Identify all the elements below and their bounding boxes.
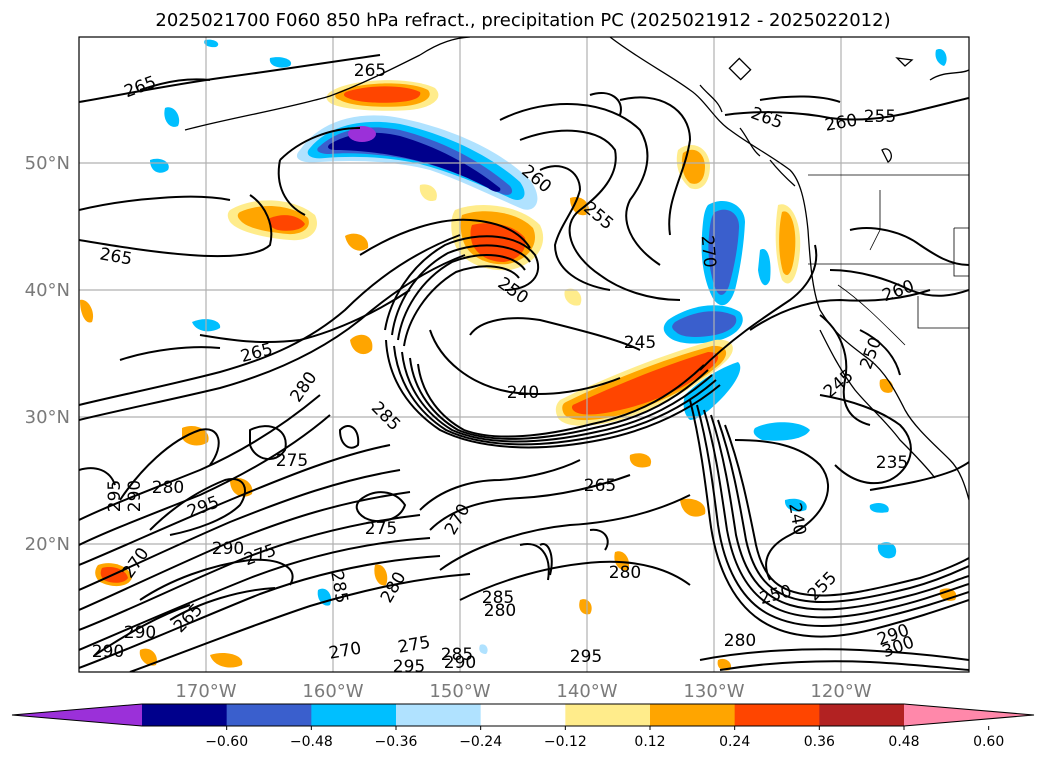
contour-label: 255 [864,107,896,127]
contour-label: 240 [507,383,539,403]
lon-tick-label: 160°W [302,681,363,702]
contour-label: 290 [212,539,244,559]
colorbar-tick-label: −0.12 [544,734,587,750]
colorbar-swatch [480,704,566,726]
lon-tick-label: 130°W [683,681,744,702]
latitude-labels: 50°N 40°N 30°N 20°N [25,153,70,555]
colorbar-tick-label: 0.48 [888,734,919,750]
colorbar-extension-min [12,704,142,726]
contour-label: 280 [609,563,641,583]
map-frame [78,36,970,673]
colorbar-extension-max [904,704,1034,726]
contour-label: 245 [624,333,656,353]
contour-label: 280 [152,478,184,498]
colorbar-swatch [311,704,397,726]
longitude-labels: 170°W 160°W 150°W 140°W 130°W 120°W [175,681,871,702]
lat-tick-label: 30°N [25,407,70,428]
colorbar-tick-label: 0.60 [973,734,1004,750]
lon-tick-label: 120°W [810,681,871,702]
colorbar-swatch [142,704,228,726]
colorbar-tick-label: 0.36 [804,734,835,750]
contour-label: 275 [365,519,397,539]
colorbar-swatch [734,704,820,726]
contour-label: 280 [724,631,756,651]
colorbar-swatch [819,704,905,726]
lat-tick-label: 40°N [25,280,70,301]
lat-tick-label: 50°N [25,153,70,174]
lon-tick-label: 170°W [175,681,236,702]
colorbar-tick-label: −0.24 [459,734,502,750]
lon-tick-label: 150°W [429,681,490,702]
contour-label: 265 [584,476,616,496]
contour-label: 295 [105,480,125,512]
contour-label: 265 [354,61,386,81]
contour-label: 275 [276,451,308,471]
map-title: 2025021700 F060 850 hPa refract., precip… [155,10,890,31]
contour-label: 290 [444,653,476,673]
coastlines [184,37,969,501]
colorbar-swatch [226,704,312,726]
contour-label: 290 [125,480,145,512]
contour-label: 295 [570,647,602,667]
colorbar-swatch [565,704,651,726]
contour-label: 270 [697,235,720,269]
colorbar-tick-label: −0.48 [290,734,333,750]
colorbar-swatch [650,704,736,726]
colorbar-tick-label: 0.12 [634,734,665,750]
contour-label: 295 [393,657,425,677]
contour-label: 235 [876,453,908,473]
colorbar: −0.60 −0.48 −0.36 −0.24 −0.12 0.12 0.24 0.36 0.4… [11,703,1035,750]
colorbar-tick-label: −0.36 [375,734,418,750]
contour-label: 285 [441,645,473,665]
colorbar-outline [11,703,1035,727]
colorbar-swatch [396,704,482,726]
colorbar-tick-label: −0.60 [205,734,248,750]
contour-label: 290 [124,623,156,643]
contour-label: 280 [484,601,516,621]
contour-label: 285 [482,588,514,608]
colorbar-tick-label: 0.24 [719,734,750,750]
contour-label: 290 [92,642,124,662]
lat-tick-label: 20°N [25,534,70,555]
refractivity-contours [79,54,969,672]
lon-tick-label: 140°W [556,681,617,702]
